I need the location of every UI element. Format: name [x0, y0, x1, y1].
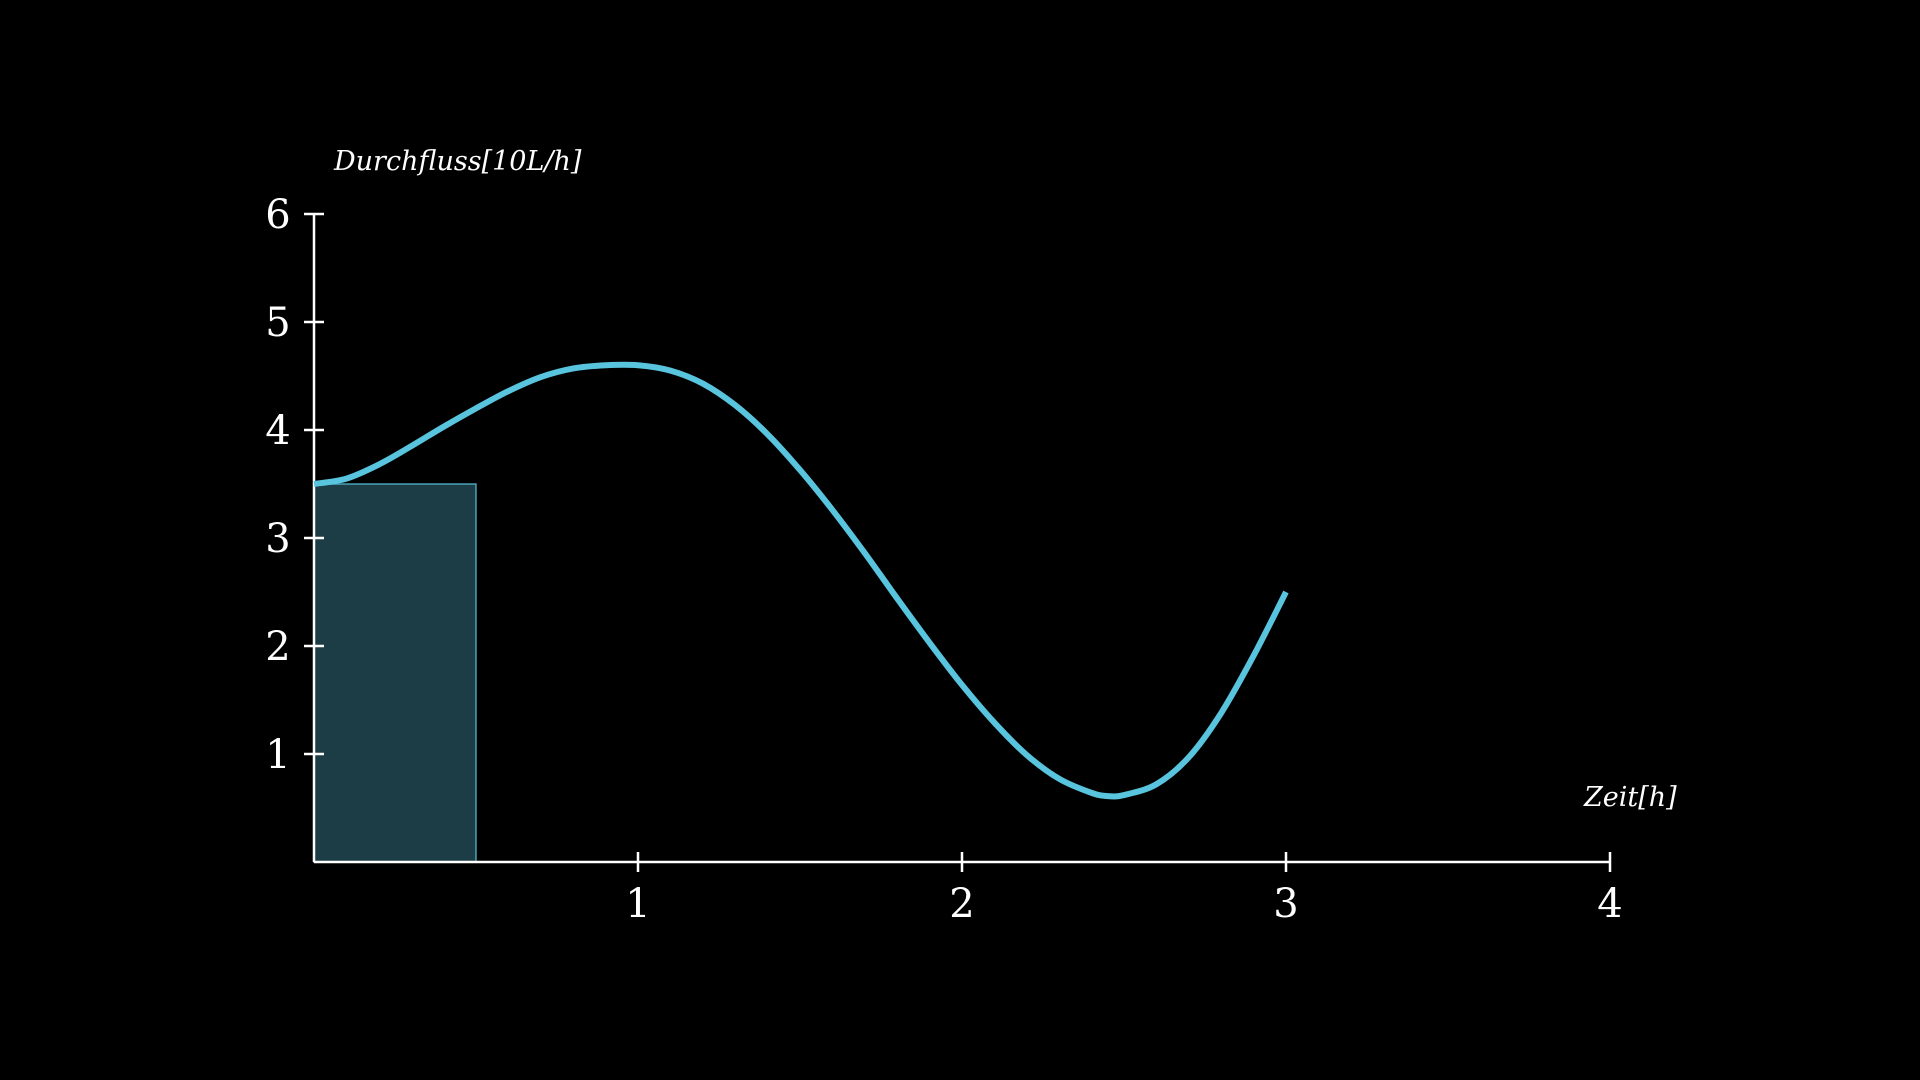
- y-tick-label: 3: [265, 516, 290, 562]
- highlight-rect-layer: [313, 483, 477, 863]
- y-tick-label: 4: [265, 408, 290, 454]
- y-tick-label: 1: [265, 732, 290, 778]
- y-axis-label: Durchfluss[10L/h]: [333, 146, 582, 177]
- y-ticks: 1 2 3 4 5 6: [265, 192, 324, 778]
- x-tick-label: 2: [949, 881, 974, 927]
- riemann-rect: [313, 483, 477, 863]
- x-tick-label: 1: [625, 881, 650, 927]
- y-tick-label: 2: [265, 624, 290, 670]
- curve-layer: [313, 361, 1289, 800]
- x-tick-label: 3: [1273, 881, 1298, 927]
- y-tick-label: 6: [265, 192, 290, 238]
- series-line: [313, 361, 1289, 800]
- axes: [312, 214, 1610, 864]
- x-axis-label: Zeit[h]: [1583, 782, 1677, 813]
- y-tick-label: 5: [265, 300, 290, 346]
- x-ticks: 1 2 3 4: [625, 852, 1623, 927]
- x-tick-label: 4: [1597, 881, 1622, 927]
